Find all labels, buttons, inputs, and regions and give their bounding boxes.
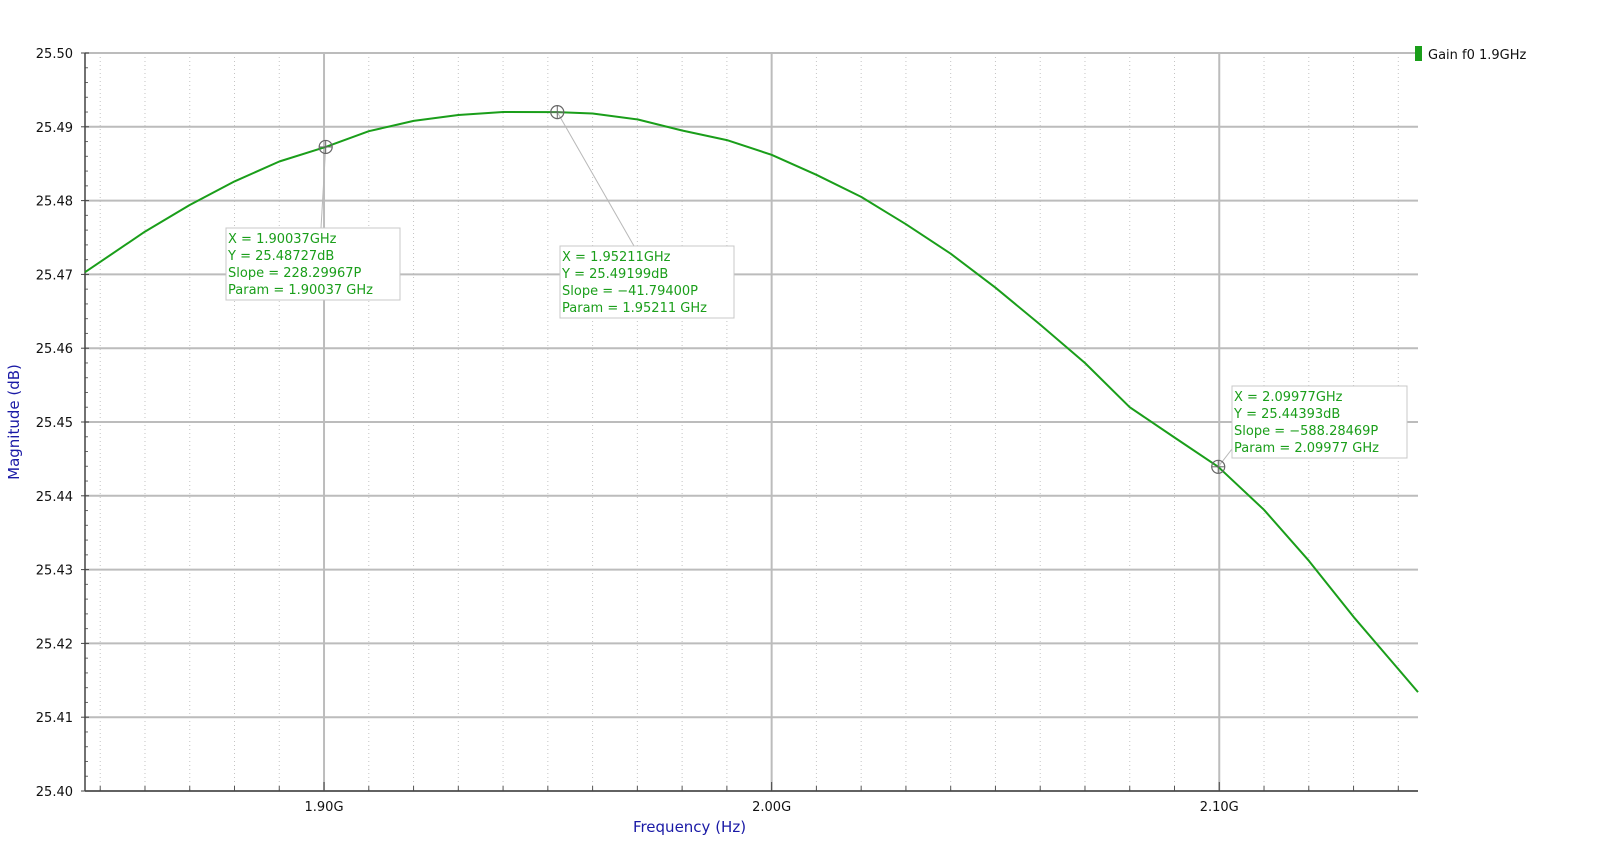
x-tick-label: 2.00G <box>752 800 791 815</box>
marker-leader-line <box>1217 448 1233 468</box>
marker-label-box <box>559 245 735 319</box>
marker-label-line: Param = 1.90037 GHz <box>228 283 373 298</box>
legend-label: Gain f0 1.9GHz <box>1428 48 1527 63</box>
y-tick-label: 25.43 <box>36 564 73 579</box>
marker-label-line: Param = 1.95211 GHz <box>562 301 707 316</box>
marker-label-line: Y = 25.44393dB <box>1233 407 1340 422</box>
y-tick-label: 25.46 <box>36 342 73 357</box>
y-tick-label: 25.49 <box>36 121 73 136</box>
y-tick-label: 25.42 <box>36 637 73 652</box>
y-tick-label: 25.47 <box>36 268 73 283</box>
marker-label-line: Param = 2.09977 GHz <box>1234 441 1379 456</box>
marker-label-line: X = 1.95211GHz <box>562 250 671 265</box>
y-tick-label: 25.45 <box>36 416 73 431</box>
marker-leader-line <box>320 146 327 229</box>
y-tick-label: 25.40 <box>36 785 73 800</box>
marker-label-line: Slope = −588.28469P <box>1234 424 1378 439</box>
marker-label-line: X = 2.09977GHz <box>1234 390 1343 405</box>
y-tick-label: 25.41 <box>36 711 73 726</box>
legend-swatch <box>1415 46 1422 61</box>
y-axis-title: Magnitude (dB) <box>5 364 23 480</box>
y-tick-label: 25.50 <box>36 47 73 62</box>
x-axis-title: Frequency (Hz) <box>633 818 746 836</box>
markers: X = 1.90037GHz Y = 25.48727dB Slope = 228.… <box>225 105 1408 474</box>
marker-label-box <box>225 227 401 301</box>
y-tick-label: 25.44 <box>36 490 73 505</box>
marker-label-line: X = 1.90037GHz <box>228 232 337 247</box>
y-tick-label: 25.48 <box>36 195 73 210</box>
series-layer <box>84 111 1419 693</box>
marker-label-line: Slope = −41.79400P <box>562 284 698 299</box>
legend[interactable]: Gain f0 1.9GHz <box>1415 46 1527 63</box>
marker-label-box <box>1231 385 1408 459</box>
series-line-0 <box>84 111 1419 693</box>
marker-label-line: Y = 25.48727dB <box>227 249 334 264</box>
marker-label-line: Y = 25.49199dB <box>561 267 668 282</box>
marker-leader-line <box>556 111 635 247</box>
marker-label-line: Slope = 228.29967P <box>228 266 362 281</box>
axes: 1.90G 2.00G 2.10G 25.40 25.41 25.42 25.43 25.44… <box>36 47 1418 815</box>
x-tick-label: 1.90G <box>305 800 344 815</box>
x-tick-label: 2.10G <box>1200 800 1239 815</box>
grid <box>85 52 1418 792</box>
